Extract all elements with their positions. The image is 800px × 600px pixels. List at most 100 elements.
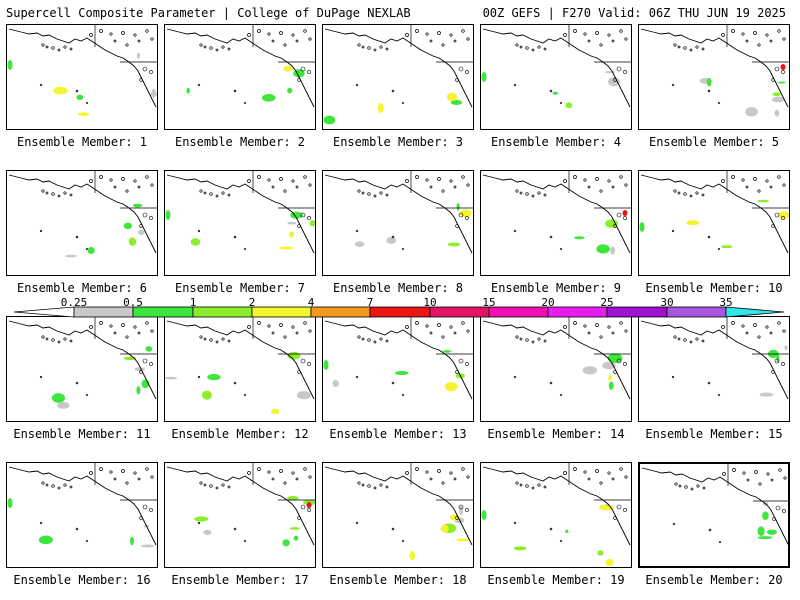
- island-outline: [257, 29, 261, 33]
- island-outline: [361, 483, 365, 487]
- island-outline: [291, 471, 295, 475]
- island-outline: [677, 337, 681, 341]
- map-svg: [166, 25, 315, 108]
- island-outline: [745, 185, 749, 189]
- scp-shading: [745, 107, 758, 117]
- island-outline: [449, 471, 453, 475]
- island-outline: [689, 48, 693, 52]
- scp-shading: [323, 115, 336, 125]
- lake-outline: [300, 358, 306, 364]
- lake-outline: [142, 358, 148, 364]
- coastline: [324, 466, 473, 546]
- island-outline: [441, 335, 445, 339]
- island-outline: [701, 339, 705, 343]
- island-outline: [303, 321, 307, 325]
- island-outline: [89, 179, 93, 183]
- island-outline: [717, 247, 721, 251]
- island-outline: [537, 191, 541, 195]
- island-outline: [563, 33, 567, 37]
- island-outline: [355, 229, 359, 233]
- coastline: [324, 320, 473, 400]
- scp-shading: [565, 529, 569, 534]
- colorbar-tick-label: 35: [719, 296, 732, 309]
- island-outline: [361, 45, 365, 49]
- island-outline: [57, 48, 61, 52]
- island-outline: [203, 191, 207, 195]
- island-outline: [619, 467, 623, 471]
- island-outline: [461, 467, 465, 471]
- map-svg: [481, 25, 631, 109]
- colorbar: 0.25 0.5 1 2 4 7 10 15 20 25 30 35: [13, 296, 785, 318]
- coastline: [8, 28, 157, 108]
- coastline: [166, 174, 315, 254]
- island-outline: [227, 47, 231, 51]
- island-outline: [355, 83, 359, 87]
- scp-shading: [771, 96, 785, 103]
- island-outline: [461, 29, 465, 33]
- island-outline: [453, 477, 457, 481]
- scp-shading: [282, 539, 290, 547]
- ensemble-map-panel: [322, 462, 474, 568]
- map-svg: [640, 25, 789, 117]
- island-outline: [513, 521, 517, 525]
- lake-outline: [774, 66, 780, 72]
- island-outline: [308, 475, 312, 479]
- island-outline: [45, 191, 49, 195]
- island-outline: [203, 483, 207, 487]
- island-outline: [69, 339, 73, 343]
- island-outline: [267, 178, 271, 182]
- political-border: [568, 171, 631, 209]
- island-outline: [75, 527, 79, 531]
- scp-shading: [203, 529, 212, 535]
- colorbar-tick-label: 20: [541, 296, 554, 309]
- island-outline: [209, 484, 213, 488]
- island-outline: [199, 481, 203, 485]
- island-outline: [233, 89, 237, 93]
- island-outline: [373, 194, 377, 198]
- political-border: [410, 25, 473, 63]
- island-outline: [453, 331, 457, 335]
- island-outline: [391, 381, 395, 385]
- island-outline: [741, 32, 745, 36]
- island-outline: [405, 33, 409, 37]
- lake-outline: [616, 358, 622, 364]
- ensemble-member-label: Ensemble Member: 7: [174, 281, 306, 295]
- island-outline: [777, 29, 781, 33]
- map-svg: [482, 171, 631, 255]
- map-svg: [165, 317, 315, 415]
- island-outline: [203, 337, 207, 341]
- map-svg: [323, 317, 473, 400]
- colorbar-segment: [666, 306, 727, 318]
- island-outline: [295, 39, 299, 43]
- island-outline: [599, 189, 603, 193]
- lake-outline: [307, 508, 311, 512]
- island-outline: [367, 484, 371, 488]
- island-outline: [695, 45, 699, 49]
- island-outline: [379, 45, 383, 49]
- ensemble-map-panel: [480, 170, 632, 276]
- island-outline: [145, 175, 149, 179]
- island-outline: [595, 177, 599, 181]
- island-outline: [295, 185, 299, 189]
- colorbar-tick-label: 1: [190, 296, 197, 309]
- island-outline: [701, 193, 705, 197]
- lake-outline: [774, 358, 780, 364]
- island-outline: [745, 331, 749, 335]
- island-outline: [746, 478, 750, 482]
- island-outline: [721, 179, 725, 183]
- scp-shading: [608, 76, 620, 87]
- island-outline: [782, 37, 786, 41]
- island-outline: [573, 467, 577, 471]
- island-outline: [731, 321, 735, 325]
- scp-shading: [134, 367, 145, 372]
- island-outline: [199, 189, 203, 193]
- colorbar-tick-label: 4: [308, 296, 315, 309]
- island-outline: [721, 325, 725, 329]
- island-outline: [133, 179, 137, 183]
- island-outline: [291, 179, 295, 183]
- island-outline: [425, 324, 429, 328]
- island-outline: [51, 338, 55, 342]
- island-outline: [133, 471, 137, 475]
- scp-shading: [686, 220, 700, 226]
- lake-outline: [616, 212, 622, 218]
